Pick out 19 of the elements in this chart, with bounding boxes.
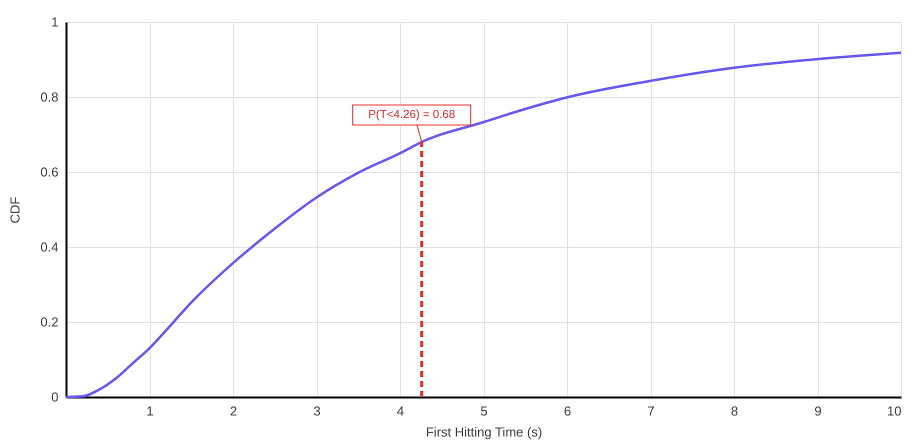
x-tick-label: 5 <box>480 404 488 418</box>
y-tick-label: 0.6 <box>40 164 58 180</box>
y-tick-label: 0.4 <box>40 240 58 254</box>
x-tick-label: 9 <box>814 404 822 418</box>
x-tick-label: 3 <box>313 404 321 418</box>
annotation: P(T<4.26) = 0.68 <box>368 109 456 121</box>
x-tick-label: 1 <box>146 404 154 418</box>
x-tick-label: 10 <box>887 404 902 418</box>
x-tick-label: 2 <box>230 404 238 418</box>
x-tick-label: 7 <box>647 404 655 418</box>
y-tick-label: 0.2 <box>40 314 58 330</box>
x-tick-label: 8 <box>730 404 738 418</box>
y-tick-label: 1 <box>51 14 58 30</box>
x-axis-title: First Hitting Time (s) <box>426 424 542 440</box>
y-tick-label: 0.8 <box>40 90 58 104</box>
y-tick-label: 0 <box>51 390 58 404</box>
y-axis-title: CDF <box>7 196 22 224</box>
x-tick-label: 6 <box>564 404 572 418</box>
x-tick-label: 4 <box>396 404 404 418</box>
